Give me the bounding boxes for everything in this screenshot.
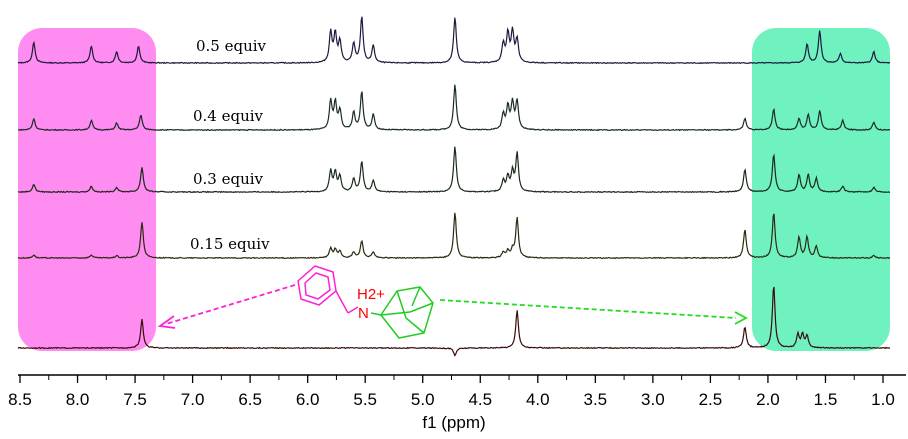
ammonium-charge-label: H2+ bbox=[357, 286, 385, 303]
x-tick-label-2.5: 2.5 bbox=[699, 390, 723, 409]
x-tick-label-6.5: 6.5 bbox=[238, 390, 262, 409]
x-tick-label-7.0: 7.0 bbox=[181, 390, 205, 409]
x-tick-label-5.0: 5.0 bbox=[411, 390, 435, 409]
x-axis: 8.5 8.0 7.5 7.0 6.5 6.0 5.5 5.0 4.5 4.0 3.5 3.0 2.5 2… bbox=[8, 374, 906, 432]
spectra-traces bbox=[17, 16, 891, 357]
adamantyl-group bbox=[370, 286, 434, 339]
aliphatic-highlight-region bbox=[752, 28, 890, 351]
x-tick-label-1.0: 1.0 bbox=[871, 390, 895, 409]
x-tick-label-6.0: 6.0 bbox=[296, 390, 320, 409]
x-tick-label-4.0: 4.0 bbox=[526, 390, 550, 409]
aromatic-highlight-region bbox=[18, 28, 156, 351]
spectrum-trace-guest bbox=[17, 286, 890, 357]
spectrum-trace-0.3-equiv bbox=[17, 146, 890, 194]
x-tick-label-5.5: 5.5 bbox=[353, 390, 377, 409]
assignment-arrow-aromatic bbox=[157, 284, 296, 329]
trace-label-0.4-equiv: 0.4 equiv bbox=[193, 107, 264, 125]
x-tick-label-7.5: 7.5 bbox=[123, 390, 147, 409]
spectrum-trace-0.5-equiv bbox=[17, 16, 891, 65]
spectrum-trace-0.15-equiv bbox=[17, 212, 891, 260]
spectrum-trace-0.4-equiv bbox=[17, 84, 891, 132]
x-tick-label-8.5: 8.5 bbox=[8, 390, 32, 409]
assignment-arrow-aliphatic bbox=[439, 299, 748, 325]
x-tick-label-8.0: 8.0 bbox=[66, 390, 90, 409]
x-tick-label-2.0: 2.0 bbox=[756, 390, 780, 409]
x-tick-label-3.5: 3.5 bbox=[584, 390, 608, 409]
benzyl-group bbox=[297, 265, 359, 314]
trace-label-0.5-equiv: 0.5 equiv bbox=[196, 37, 267, 55]
trace-label-0.3-equiv: 0.3 equiv bbox=[193, 170, 264, 188]
x-tick-label-3.0: 3.0 bbox=[641, 390, 665, 409]
x-axis-title: f1 (ppm) bbox=[422, 413, 485, 432]
x-tick-label-1.5: 1.5 bbox=[814, 390, 838, 409]
x-axis-ticks: 8.5 8.0 7.5 7.0 6.5 6.0 5.5 5.0 4.5 4.0 3.5 3.0 2.5 2… bbox=[8, 375, 895, 409]
trace-label-0.15-equiv: 0.15 equiv bbox=[190, 235, 270, 253]
nitrogen-atom: N bbox=[358, 305, 369, 322]
x-tick-label-4.5: 4.5 bbox=[468, 390, 492, 409]
guest-molecule-structure: N H2+ bbox=[297, 265, 434, 339]
